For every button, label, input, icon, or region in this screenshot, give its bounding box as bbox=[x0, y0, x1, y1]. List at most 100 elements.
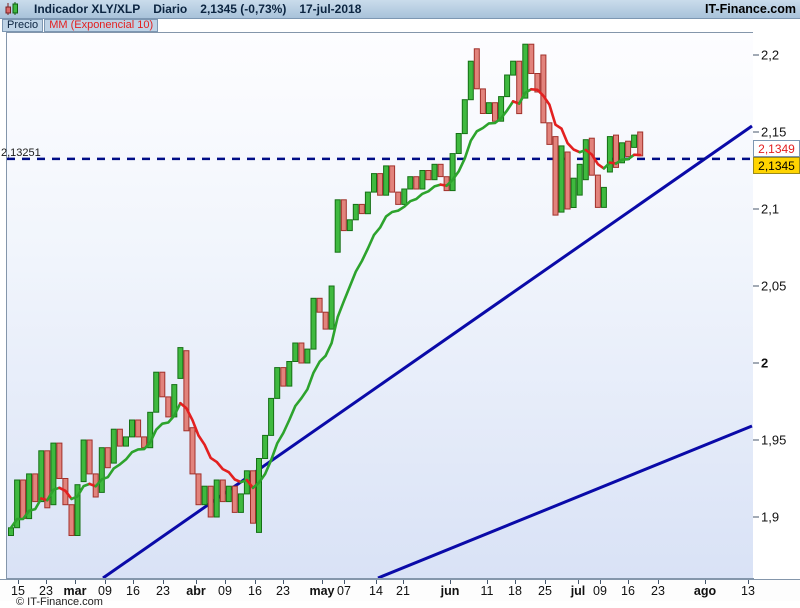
trendline-2 bbox=[378, 426, 752, 578]
candle bbox=[378, 174, 383, 196]
candle bbox=[347, 220, 352, 231]
candle bbox=[117, 429, 122, 446]
candle bbox=[601, 187, 606, 207]
y-axis-label: 1,95 bbox=[753, 433, 786, 448]
last-price-tag: 2,1345 bbox=[753, 157, 800, 174]
candle bbox=[353, 204, 358, 219]
x-axis-label: 16 bbox=[126, 584, 140, 598]
candle bbox=[408, 177, 413, 189]
candle bbox=[323, 312, 328, 329]
x-axis-label: 14 bbox=[369, 584, 383, 598]
candle bbox=[196, 474, 201, 505]
x-axis-label: 11 bbox=[481, 584, 494, 598]
x-axis-label: 21 bbox=[396, 584, 410, 598]
candle bbox=[462, 100, 467, 134]
candle bbox=[214, 480, 219, 517]
candle bbox=[329, 286, 334, 329]
candle bbox=[365, 192, 370, 214]
candle bbox=[595, 175, 600, 207]
candle bbox=[238, 494, 243, 513]
x-axis-label: ago bbox=[694, 584, 716, 598]
x-axis-label: 23 bbox=[276, 584, 290, 598]
candles-layer bbox=[9, 44, 643, 535]
candle bbox=[111, 429, 116, 463]
level-line-label: 2,13251 bbox=[1, 147, 41, 159]
candle bbox=[263, 435, 268, 458]
candle bbox=[160, 372, 165, 397]
price-chart-canvas[interactable]: © IT-Finance.com bbox=[6, 32, 754, 579]
candle bbox=[341, 200, 346, 231]
moving-average-line bbox=[72, 484, 90, 499]
candle bbox=[474, 49, 479, 89]
x-axis-label: 23 bbox=[156, 584, 170, 598]
candle bbox=[154, 372, 159, 412]
candle bbox=[124, 437, 129, 446]
candle bbox=[553, 137, 558, 216]
candle bbox=[456, 134, 461, 154]
x-axis-label: may bbox=[309, 584, 334, 598]
candle bbox=[402, 189, 407, 204]
candle bbox=[626, 141, 631, 156]
pane-tabs: Precio MM (Exponencial 10) bbox=[2, 19, 158, 32]
x-axis-label: 07 bbox=[337, 584, 351, 598]
price-chart-svg bbox=[7, 33, 753, 578]
x-axis-label: 16 bbox=[621, 584, 635, 598]
x-axis-label: jul bbox=[571, 584, 586, 598]
candle bbox=[559, 146, 564, 212]
timeframe-label: Diario bbox=[153, 2, 187, 16]
candle bbox=[577, 164, 582, 195]
x-axis-label: jun bbox=[441, 584, 460, 598]
candle bbox=[226, 486, 231, 501]
y-axis-label: 2 bbox=[753, 356, 768, 371]
candle bbox=[523, 44, 528, 98]
candle bbox=[426, 171, 431, 180]
candle bbox=[632, 135, 637, 147]
candle bbox=[396, 192, 401, 204]
x-axis-label: 09 bbox=[593, 584, 607, 598]
candle bbox=[269, 398, 274, 435]
y-axis-label: 2,05 bbox=[753, 279, 786, 294]
candle bbox=[384, 166, 389, 195]
candle bbox=[130, 420, 135, 437]
candle bbox=[583, 140, 588, 180]
candle bbox=[232, 486, 237, 512]
candle bbox=[311, 298, 316, 349]
candle bbox=[493, 103, 498, 122]
candle bbox=[33, 474, 38, 502]
title-bar: Indicador XLY/XLP Diario 2,1345 (-0,73%)… bbox=[0, 0, 800, 19]
tab-precio[interactable]: Precio bbox=[2, 19, 43, 32]
candle bbox=[505, 75, 510, 97]
candle bbox=[432, 164, 437, 179]
candle bbox=[184, 351, 189, 431]
candle bbox=[105, 448, 110, 468]
tab-moving-average[interactable]: MM (Exponencial 10) bbox=[44, 19, 158, 32]
candle bbox=[281, 368, 286, 387]
instrument-title: Indicador XLY/XLP bbox=[34, 2, 140, 16]
candle bbox=[166, 397, 171, 417]
candle bbox=[293, 343, 298, 362]
candle bbox=[57, 443, 62, 478]
brand-label: IT-Finance.com bbox=[705, 2, 800, 16]
candle bbox=[317, 298, 322, 312]
quote-date: 17-jul-2018 bbox=[299, 2, 361, 16]
candle bbox=[372, 174, 377, 193]
candle bbox=[607, 137, 612, 172]
y-axis-label: 2,2 bbox=[753, 48, 779, 63]
x-axis-label: 25 bbox=[538, 584, 552, 598]
candle bbox=[39, 451, 44, 502]
candle bbox=[178, 348, 183, 379]
candle bbox=[305, 349, 310, 363]
candle bbox=[99, 448, 104, 493]
candle bbox=[565, 152, 570, 209]
candle bbox=[359, 204, 364, 213]
y-axis-label: 1,9 bbox=[753, 510, 779, 525]
candle bbox=[541, 55, 546, 123]
candle bbox=[69, 505, 74, 536]
candle bbox=[438, 164, 443, 176]
x-axis-label: 18 bbox=[508, 584, 522, 598]
moving-average-line bbox=[180, 403, 241, 482]
quote-change: 2,1345 (-0,73%) bbox=[200, 2, 286, 16]
ma-price-tag: 2,1349 bbox=[753, 140, 800, 157]
